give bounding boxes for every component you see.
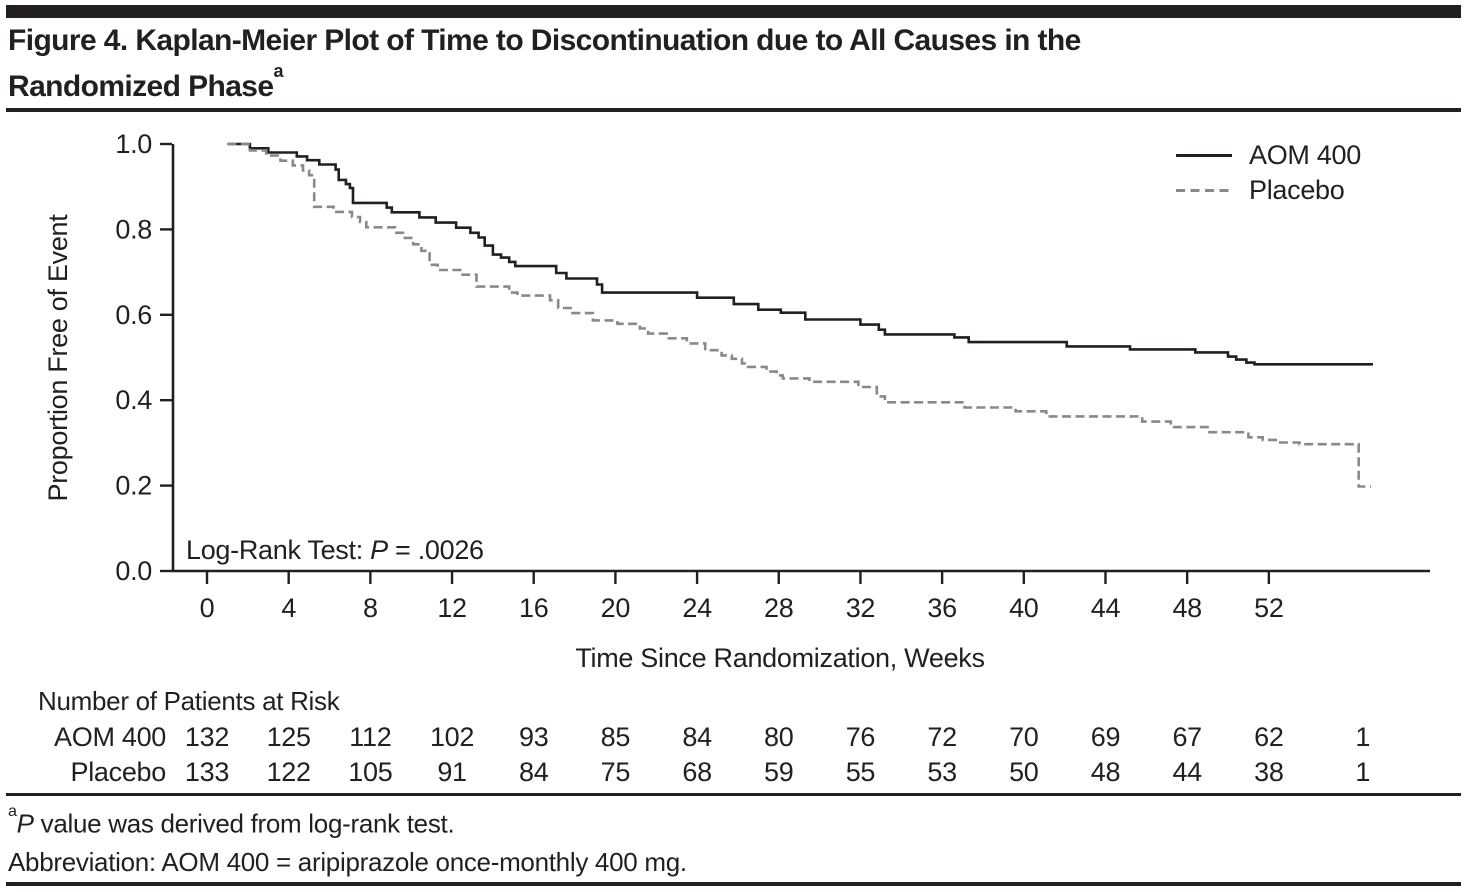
x-tick-label: 20 xyxy=(601,593,630,623)
footnote-superscript: a xyxy=(8,801,17,820)
risk-count: 69 xyxy=(1090,722,1121,752)
x-tick-label: 8 xyxy=(363,593,378,623)
x-tick-label: 44 xyxy=(1091,593,1121,623)
risk-count: 132 xyxy=(184,722,230,752)
legend-label: AOM 400 xyxy=(1249,140,1361,170)
risk-count: 91 xyxy=(437,757,467,787)
dashed-line-swatch xyxy=(1176,189,1232,192)
risk-count: 53 xyxy=(927,757,957,787)
y-tick-label: 0.8 xyxy=(115,214,152,244)
legend-row: Placebo xyxy=(1176,173,1361,208)
title-divider xyxy=(6,108,1461,112)
y-tick-label: 0.6 xyxy=(115,300,152,330)
km-chart: 0.0 0.2 0.4 0.6 0.8 1.0 0 4 8 12 16 20 24 28 32 36 40 44 4… xyxy=(0,125,1467,673)
risk-count: 1 xyxy=(1355,757,1371,787)
km-chart-canvas: 0.00.20.40.60.81.00 4 8 12 16 20 24 28 32 36 40 44 4… xyxy=(115,129,1430,623)
risk-count: 67 xyxy=(1172,722,1202,752)
risk-count: 112 xyxy=(349,722,392,752)
y-tick-label: 1.0 xyxy=(115,129,152,159)
bottom-divider xyxy=(6,882,1461,886)
top-bar xyxy=(6,5,1461,18)
figure-title-line1: Figure 4. Kaplan-Meier Plot of Time to D… xyxy=(8,24,1081,57)
legend-label: Placebo xyxy=(1249,175,1345,205)
x-tick-label: 24 xyxy=(682,593,712,623)
footnote-divider xyxy=(6,793,1461,796)
legend: AOM 400 Placebo xyxy=(1176,138,1361,208)
axes xyxy=(171,144,1430,573)
footnotes: aP value was derived from log-rank test.… xyxy=(8,799,1459,881)
risk-count: 1 xyxy=(1355,722,1371,752)
x-tick-label: 52 xyxy=(1254,593,1283,623)
risk-count: 59 xyxy=(764,757,794,787)
risk-count: 133 xyxy=(184,757,230,787)
risk-count: 48 xyxy=(1090,757,1121,787)
x-tick-label: 16 xyxy=(519,593,548,623)
risk-count: 68 xyxy=(682,757,712,787)
risk-row-aom-400: AOM 400 132 125 112 102 93 85 84 80 76 72 70 69 67 62 1 xyxy=(0,721,1467,753)
figure-title-superscript: a xyxy=(273,60,283,81)
risk-count: 84 xyxy=(682,722,712,752)
legend-row: AOM 400 xyxy=(1176,138,1361,173)
risk-count: 80 xyxy=(764,722,794,752)
footnote-p-italic: P xyxy=(16,808,34,839)
risk-count: 93 xyxy=(519,722,549,752)
solid-line-swatch xyxy=(1176,154,1232,157)
footnote-abbreviation: Abbreviation: AOM 400 = aripiprazole onc… xyxy=(8,846,687,877)
risk-count: 38 xyxy=(1254,757,1284,787)
logrank-prefix: Log-Rank Test: xyxy=(186,535,371,565)
risk-row-label: Placebo xyxy=(70,757,167,787)
x-axis-title: Time Since Randomization, Weeks xyxy=(575,643,985,673)
risk-row-placebo: Placebo 133 122 105 91 84 75 68 59 55 53 50 48 44 38 1 xyxy=(0,756,1467,788)
x-tick-label: 36 xyxy=(927,593,956,623)
risk-count: 122 xyxy=(266,757,311,787)
figure-title-line2: Randomized Phase xyxy=(8,70,274,103)
risk-count: 102 xyxy=(429,722,475,752)
x-tick-label: 28 xyxy=(764,593,793,623)
risk-count: 84 xyxy=(519,757,549,787)
risk-count: 44 xyxy=(1172,757,1202,787)
risk-count: 62 xyxy=(1254,722,1284,752)
risk-count: 85 xyxy=(600,722,631,752)
y-tick-label: 0.0 xyxy=(115,556,152,586)
logrank-annotation: Log-Rank Test: P = .0026 xyxy=(186,535,484,566)
footnote-p-text: value was derived from log-rank test. xyxy=(33,808,455,839)
x-tick-label: 48 xyxy=(1172,593,1201,623)
y-tick-label: 0.2 xyxy=(115,471,152,501)
risk-count: 75 xyxy=(600,757,631,787)
risk-count: 50 xyxy=(1009,757,1039,787)
y-tick-label: 0.4 xyxy=(115,385,152,415)
risk-count: 55 xyxy=(845,757,876,787)
series-aom-400 xyxy=(227,142,1373,366)
y-axis-title: Proportion Free of Event xyxy=(43,214,73,502)
x-tick-label: 40 xyxy=(1009,593,1038,623)
risk-count: 76 xyxy=(845,722,876,752)
risk-table-heading: Number of Patients at Risk xyxy=(38,686,340,716)
logrank-value: = .0026 xyxy=(387,535,484,565)
footnote-pvalue: aP value was derived from log-rank test. xyxy=(8,799,1459,843)
risk-count: 125 xyxy=(266,722,311,752)
figure-title: Figure 4. Kaplan-Meier Plot of Time to D… xyxy=(8,22,1459,106)
x-tick-label: 4 xyxy=(281,593,296,623)
series-placebo xyxy=(227,142,1371,488)
x-tick-label: 32 xyxy=(846,593,875,623)
risk-count: 105 xyxy=(348,757,393,787)
x-tick-label: 0 xyxy=(200,593,215,623)
risk-count: 72 xyxy=(927,722,957,752)
risk-count: 70 xyxy=(1009,722,1039,752)
logrank-p: P xyxy=(370,535,388,565)
risk-row-label: AOM 400 xyxy=(54,722,166,752)
x-tick-label: 12 xyxy=(437,593,466,623)
